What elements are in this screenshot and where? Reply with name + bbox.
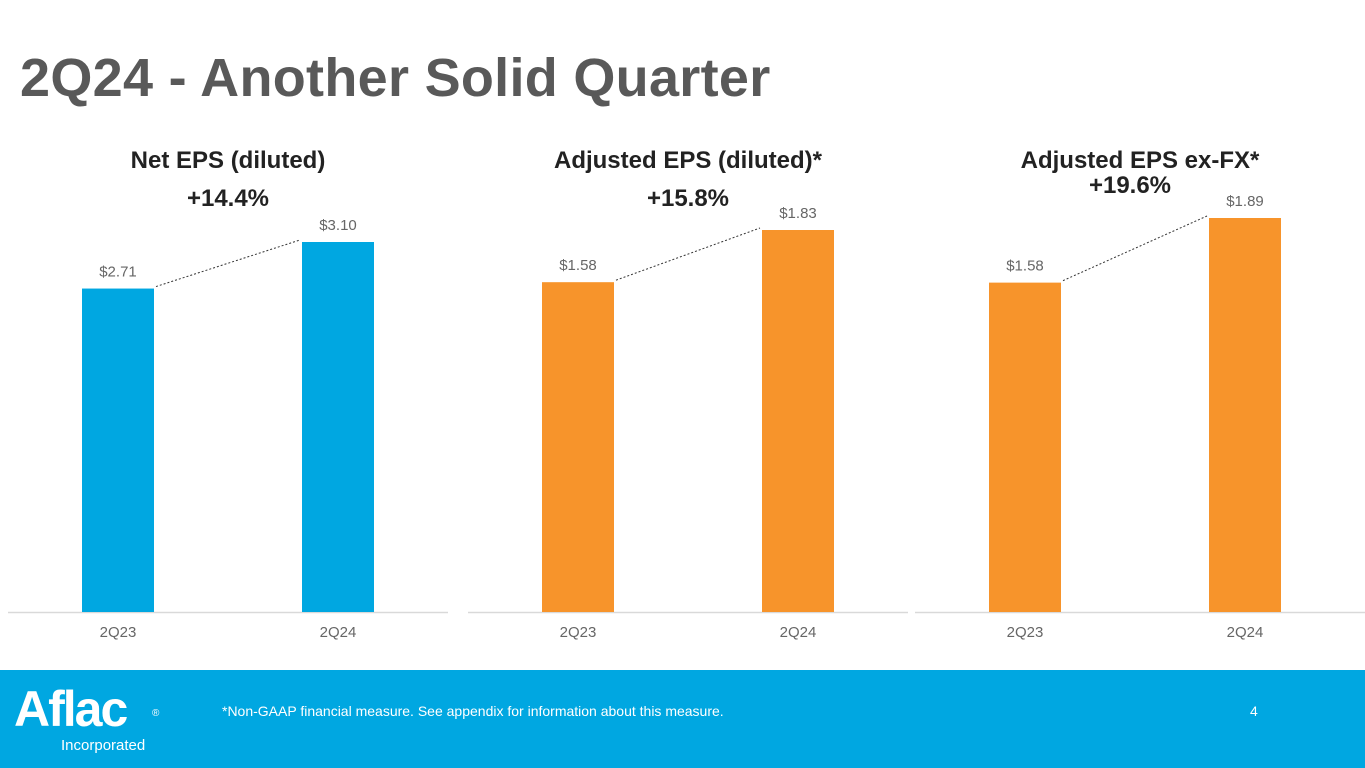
x-tick-label: 2Q24: [1227, 624, 1264, 641]
chart-svg: $2.71 2Q23 $3.10 2Q24: [8, 217, 448, 641]
bar-2q23: [989, 282, 1061, 612]
bar-2q24: [1209, 218, 1281, 612]
aflac-logo: Aflac ® Incorporated: [14, 680, 164, 758]
registered-mark: ®: [152, 708, 160, 719]
data-label: $1.83: [779, 205, 817, 222]
x-tick-label: 2Q24: [320, 624, 357, 641]
growth-label: +19.6%: [1088, 172, 1172, 199]
chart-svg: $1.58 2Q23 $1.83 2Q24: [468, 205, 908, 641]
data-label: $3.10: [319, 217, 357, 234]
x-tick-label: 2Q24: [780, 624, 817, 641]
x-tick-label: 2Q23: [560, 624, 597, 641]
bar-2q23: [542, 282, 614, 612]
x-tick-label: 2Q23: [100, 624, 137, 641]
growth-label: +14.4%: [186, 185, 270, 212]
chart-panel-adjusted-eps-ex-fx: Adjusted EPS ex-FX* +19.6% $1.58 2Q23 $1.8…: [915, 0, 1365, 660]
growth-connector-line: [615, 227, 761, 281]
footnote: *Non-GAAP financial measure. See appendi…: [222, 703, 724, 719]
slide-title: 2Q24 - Another Solid Quarter: [20, 48, 771, 108]
x-tick-label: 2Q23: [1007, 624, 1044, 641]
chart-svg: $1.58 2Q23 $1.89 2Q24: [915, 193, 1365, 641]
data-label: $2.71: [99, 264, 137, 281]
growth-connector-line: [1062, 215, 1208, 282]
bar-2q24: [302, 242, 374, 612]
bar-2q24: [762, 230, 834, 612]
growth-label: +15.8%: [646, 185, 730, 212]
bar-2q23: [82, 288, 154, 612]
chart-title: Adjusted EPS ex-FX*: [1020, 147, 1260, 174]
data-label: $1.58: [1006, 258, 1044, 275]
chart-panel-adjusted-eps: Adjusted EPS (diluted)* +15.8% $1.58 2Q23…: [468, 0, 908, 660]
logo-wordmark: Aflac: [14, 681, 128, 737]
chart-panel-net-eps: Net EPS (diluted) +14.4% $2.71 2Q23 $3.10 2…: [8, 0, 448, 660]
logo-subtitle: Incorporated: [61, 737, 146, 754]
page-number: 4: [1250, 703, 1258, 719]
data-label: $1.58: [559, 257, 597, 274]
footer-bar: Aflac ® Incorporated *Non-GAAP financial…: [0, 670, 1365, 768]
data-label: $1.89: [1226, 193, 1264, 210]
chart-title: Net EPS (diluted): [130, 147, 326, 174]
growth-connector-line: [155, 239, 301, 288]
chart-title: Adjusted EPS (diluted)*: [553, 147, 822, 174]
